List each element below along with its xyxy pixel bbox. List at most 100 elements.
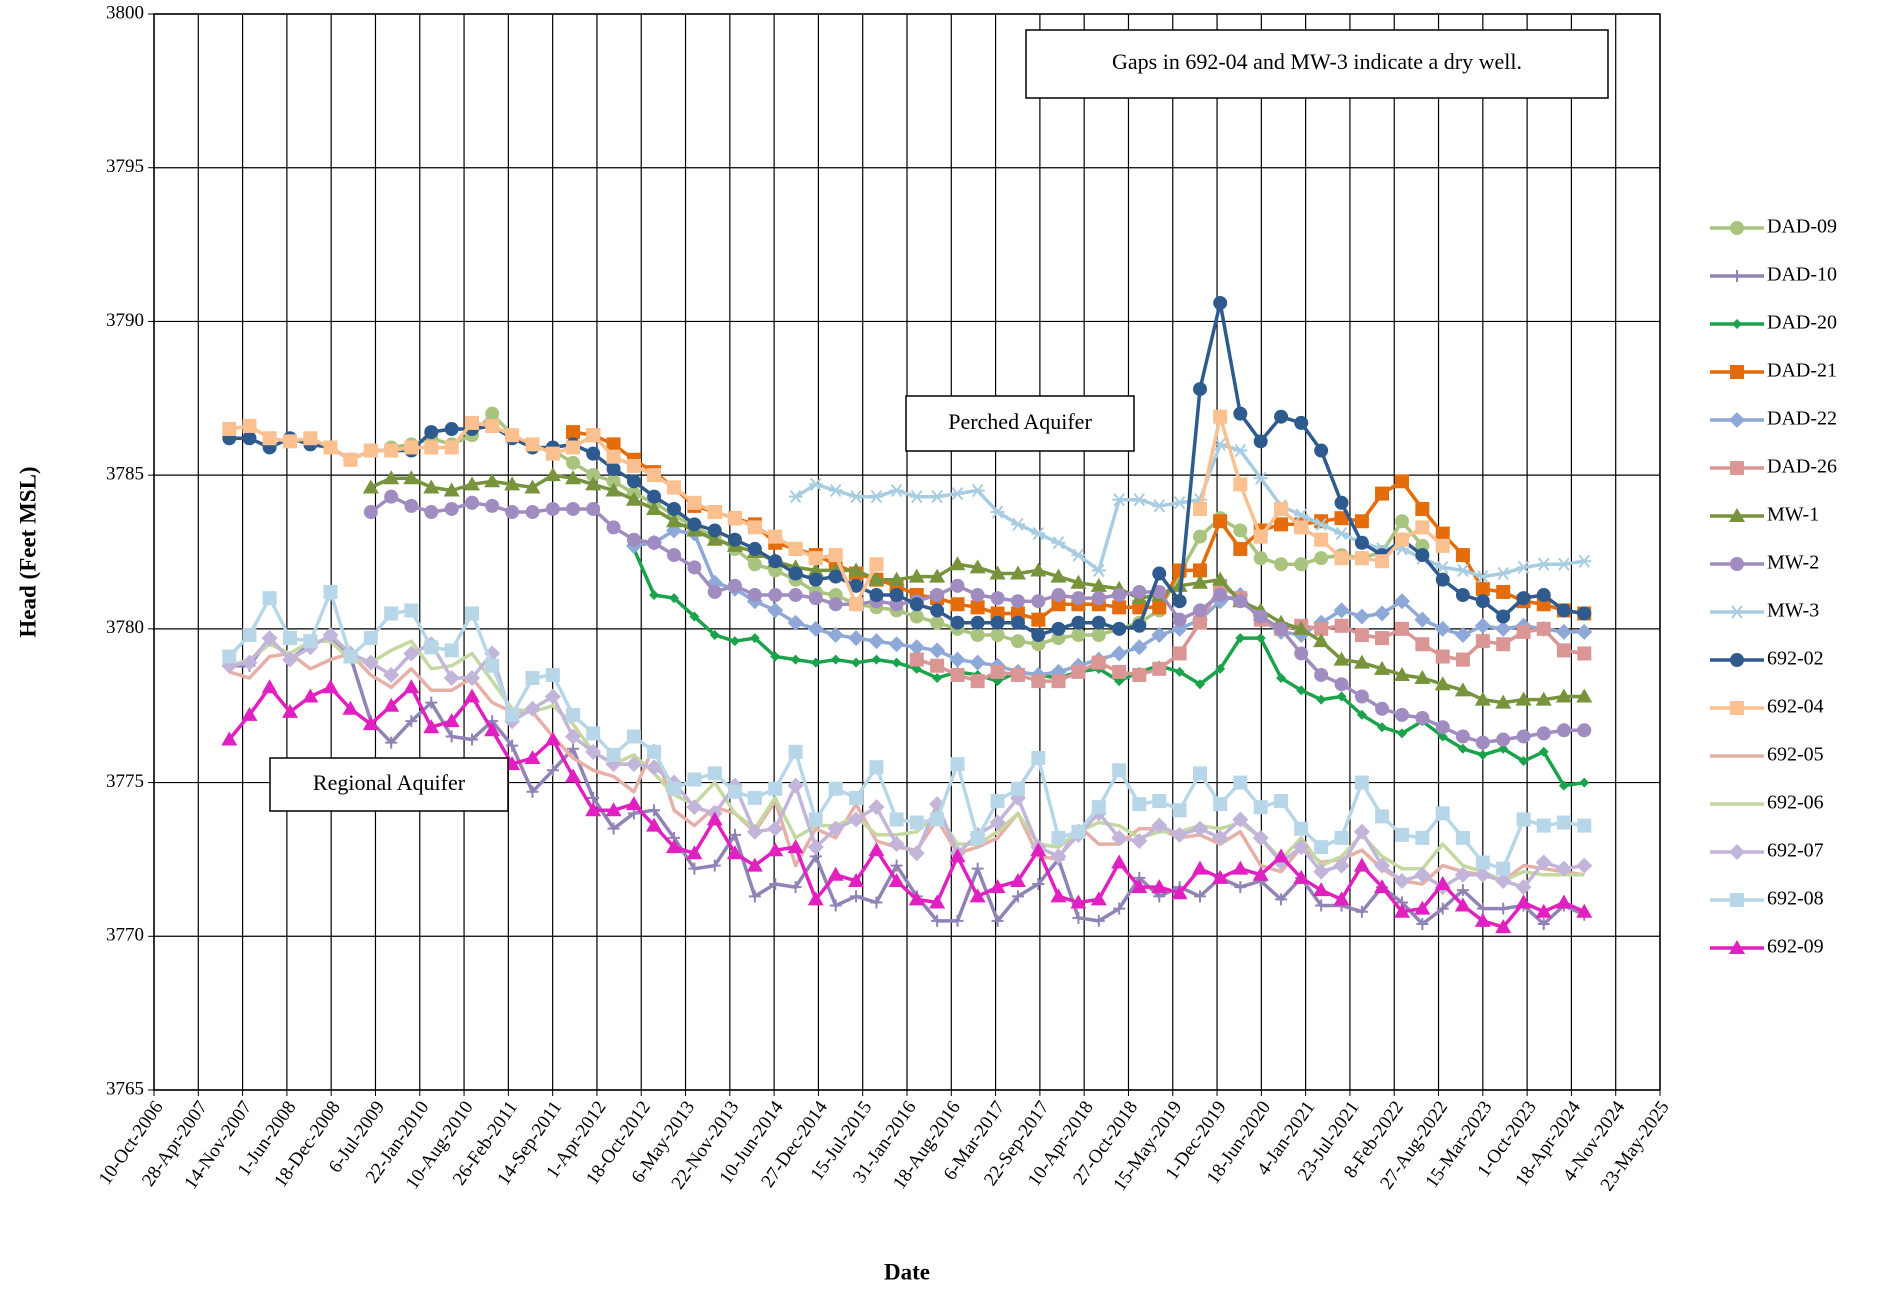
marker [404, 603, 419, 618]
marker [1253, 551, 1268, 566]
marker [1194, 890, 1207, 903]
marker [648, 804, 661, 817]
marker [930, 658, 945, 673]
marker [242, 431, 257, 446]
marker [1333, 602, 1350, 619]
legend-label: DAD-09 [1767, 216, 1837, 238]
marker [748, 890, 761, 903]
marker [1293, 620, 1310, 635]
marker [889, 812, 904, 827]
note: Regional Aquifer [313, 770, 466, 795]
marker [544, 688, 561, 705]
marker [424, 440, 439, 455]
y-axis-title: Head (Feet MSL) [15, 466, 40, 637]
marker [1476, 902, 1489, 915]
marker [464, 670, 481, 687]
marker [1152, 499, 1167, 513]
marker [848, 630, 865, 647]
marker [747, 557, 762, 572]
marker [545, 667, 560, 682]
marker [1555, 623, 1572, 640]
marker [869, 557, 884, 572]
marker [424, 425, 439, 440]
marker [687, 517, 702, 532]
marker [222, 649, 237, 664]
marker [222, 422, 237, 437]
marker [1152, 584, 1167, 599]
marker [868, 633, 885, 650]
marker [970, 615, 985, 630]
marker [1051, 588, 1066, 603]
marker [706, 811, 723, 826]
marker [849, 597, 864, 612]
marker [1729, 412, 1745, 428]
marker [1475, 735, 1490, 750]
marker [1253, 609, 1268, 624]
marker [989, 814, 1006, 831]
marker [849, 790, 864, 805]
marker [303, 634, 318, 649]
marker [1577, 818, 1592, 833]
marker [747, 541, 762, 556]
marker [1394, 474, 1409, 489]
marker [526, 785, 539, 798]
marker [869, 490, 884, 504]
marker [989, 879, 1006, 894]
marker [586, 468, 601, 483]
marker [746, 857, 763, 872]
marker [1212, 829, 1229, 846]
marker [1455, 652, 1470, 667]
marker [1436, 902, 1449, 915]
marker [768, 588, 783, 603]
marker [505, 707, 520, 722]
marker [363, 443, 378, 458]
marker [687, 560, 702, 575]
marker [1112, 664, 1127, 679]
marker [688, 862, 701, 875]
marker [647, 744, 662, 759]
marker [990, 615, 1005, 630]
marker [646, 759, 663, 776]
marker [1294, 557, 1309, 572]
marker [848, 872, 865, 887]
marker [1070, 894, 1087, 909]
marker [849, 578, 864, 593]
marker [828, 569, 843, 584]
marker [1011, 890, 1024, 903]
marker [1010, 634, 1025, 649]
marker [1334, 830, 1349, 845]
marker [385, 736, 398, 749]
marker [585, 802, 602, 817]
marker [889, 483, 904, 498]
marker [464, 688, 481, 703]
marker [1090, 891, 1107, 906]
marker [1174, 666, 1185, 677]
marker [1416, 917, 1429, 930]
marker [1233, 477, 1248, 492]
marker [1192, 820, 1209, 837]
marker [1536, 557, 1551, 571]
marker [1456, 884, 1469, 897]
marker [1454, 897, 1471, 912]
y-tick-label: 3775 [106, 771, 144, 792]
marker [1434, 676, 1451, 691]
marker [1334, 495, 1349, 510]
marker [1731, 270, 1743, 282]
marker [1314, 621, 1329, 636]
marker [667, 781, 682, 796]
marker [950, 667, 965, 682]
legend: DAD-09 DAD-10 DAD-20 DAD-21 DAD-22 DAD-26 MW-1… [1710, 216, 1837, 958]
marker [1071, 664, 1086, 679]
marker [524, 479, 541, 494]
marker [828, 548, 843, 563]
marker [423, 719, 440, 734]
marker [667, 548, 682, 563]
marker [1171, 826, 1188, 843]
marker [1415, 637, 1430, 652]
marker [888, 636, 905, 653]
marker [930, 812, 945, 827]
legend-label: 692-02 [1767, 648, 1824, 670]
legend-label: DAD-20 [1767, 312, 1837, 334]
marker [1435, 806, 1450, 821]
legend-label: MW-3 [1767, 600, 1819, 622]
